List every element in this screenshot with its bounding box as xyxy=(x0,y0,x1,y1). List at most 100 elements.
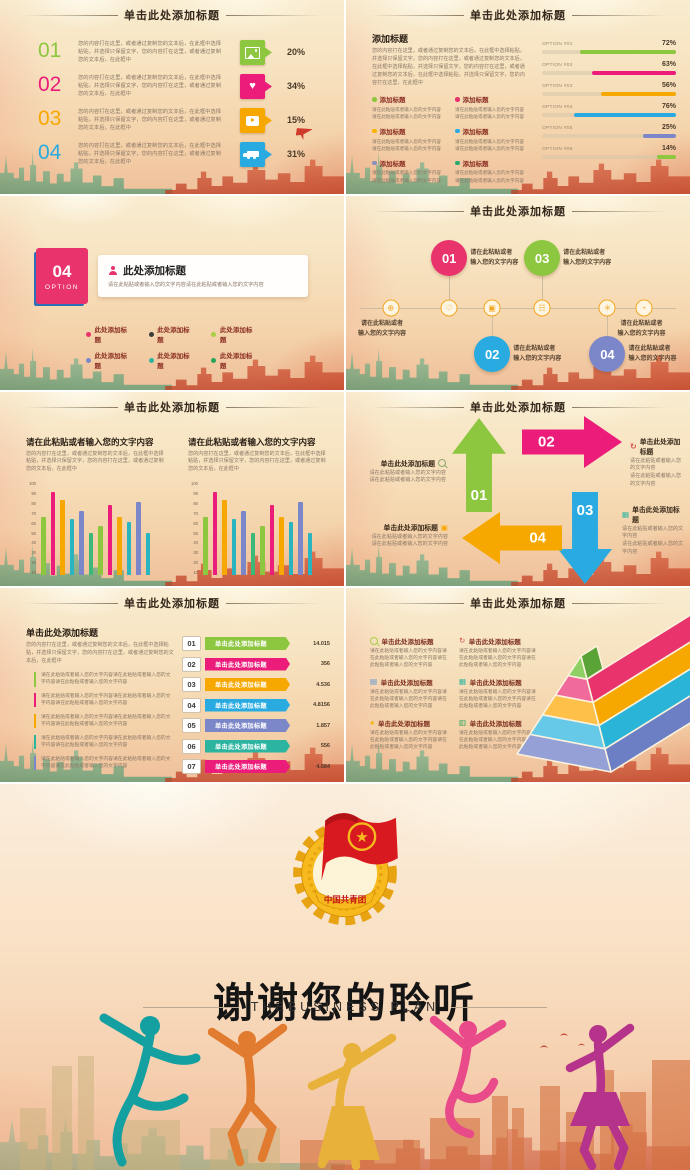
image-icon-tag xyxy=(240,40,272,65)
mini-label-grid: 此处添加标题 此处添加标题 此处添加标题 此处添加标题 此处添加标题 此处添加标… xyxy=(86,324,258,370)
up-arrow: 01 xyxy=(452,418,506,512)
progress-bars: OPTION #01 72% OPTION #02 63% OPTION #03 56… xyxy=(542,40,676,166)
slide-title: 单击此处添加标题 xyxy=(370,399,666,415)
slide-final[interactable]: ★ 中国共青团 谢谢您的聆听 THEBUSINESS PLAN xyxy=(0,784,690,1170)
truck-icon xyxy=(242,150,259,159)
arrow-caption: ▦ 单击此处添加标题 请在此粘贴或者输入您的文字内容 请在此粘贴或者输入您的文字内容 xyxy=(622,507,684,556)
progress-bar: OPTION #06 14% xyxy=(542,145,676,159)
timeline-text: 请在此粘贴或者 输入您的文字内容 xyxy=(358,321,407,337)
thank-you-title: 谢谢您的聆听 xyxy=(213,980,477,1027)
feature-item: ↻ 单击此处添加标题 请在此粘贴或者输入您的文字内容请在此粘贴或者输入您的文字内容请… xyxy=(459,636,536,668)
svg-text:中国共青团: 中国共青团 xyxy=(324,895,366,905)
slide-5[interactable]: 单击此处添加标题 请在此粘贴或者输入您的文字内容 您的内容打在这里，或者通过复制… xyxy=(0,392,344,586)
ribbon-row: 02 单击此处添加标题 356 xyxy=(182,656,330,672)
progress-bar: OPTION #01 72% xyxy=(542,40,676,54)
bullet-item: 添加标题 请在此粘贴或者输入您的文字内容请在此粘贴或者输入您的文字内容 xyxy=(372,97,441,120)
dancer-teal xyxy=(99,1013,201,1167)
ribbon-row: 06 单击此处添加标题 556 xyxy=(182,738,330,754)
bullet-dot-icon xyxy=(372,128,377,134)
emblem-banner xyxy=(314,889,376,910)
slide-title: 单击此处添加标题 xyxy=(370,7,666,23)
calendar-icon: ▦ xyxy=(622,509,630,519)
mini-label: 此处添加标题 xyxy=(211,350,258,370)
slide-3[interactable]: 04 OPTION 此处添加标题 请在此粘贴或者输入您的文字内容请在此粘贴或者输… xyxy=(0,196,344,390)
title-card: 此处添加标题 请在此粘贴或者输入您的文字内容请在此粘贴或者输入您的文字内容 xyxy=(98,254,308,298)
star-icon: ★ xyxy=(355,829,369,846)
arrow-caption: 单击此处添加标题 请在此粘贴或者输入您的文字内容 请在此粘贴或者输入您的文字内容 xyxy=(369,459,446,484)
dot-icon xyxy=(148,357,154,363)
progress-bar: OPTION #02 63% xyxy=(542,61,676,75)
bar-chart: 100 90 80 70 60 50 40 30 20 10 xyxy=(188,481,330,576)
ribbon-row: 03 单击此处添加标题 4.536 xyxy=(182,677,330,692)
slide-8[interactable]: 单击此处添加标题 单击此处添加标题 请在此粘贴或者输入您的文字内容请在此粘贴或者输… xyxy=(346,588,690,782)
section-heading: 添加标题 xyxy=(372,34,409,44)
slide-1[interactable]: 单击此处添加标题 01 您的内容打在这里，或者通过复制您的文本后，在此框中选择粘… xyxy=(0,0,344,194)
dancer-yellow xyxy=(307,1033,397,1170)
magnifier-icon xyxy=(438,459,446,467)
bullet-dot-icon xyxy=(455,128,460,134)
percentage-value: 15% xyxy=(287,115,306,125)
slide-title: 单击此处添加标题 xyxy=(24,399,320,415)
subtitle: THEBUSINESS PLAN xyxy=(0,1000,690,1014)
network-icon: ☷ xyxy=(533,299,551,317)
percentage-value: 20% xyxy=(287,47,306,57)
option-body: 您的内容打在这里，或者通过复制您的文本后，在此框中选择粘贴，并选择只保留文字，您… xyxy=(78,75,222,97)
mini-label: 此处添加标题 xyxy=(148,350,196,370)
calendar-icon: ▦ xyxy=(459,677,467,687)
image-icon xyxy=(245,46,260,59)
youth-league-emblem: ★ 中国共青团 xyxy=(293,813,398,926)
bullet-dot-icon xyxy=(455,160,460,166)
bullet-item: 添加标题 请在此粘贴或者输入您的文字内容请在此粘贴或者输入您的文字内容 xyxy=(455,97,524,120)
mini-label: 此处添加标题 xyxy=(211,324,258,344)
slide-title: 单击此处添加标题 xyxy=(370,595,666,611)
globe-icon: ⊕ xyxy=(382,299,400,317)
feature-item: ● 单击此处添加标题 请在此粘贴或者输入您的文字内容请在此粘贴或者输入您的文字内容请… xyxy=(370,718,447,750)
dot-icon xyxy=(86,357,91,363)
option-number: 02 xyxy=(38,73,62,96)
option-number: 01 xyxy=(38,39,62,62)
slide-4[interactable]: 单击此处添加标题 ⊕ ♡ ▣ ☷ ✳ ◔ 01 02 03 04 请在此粘贴或者… xyxy=(346,196,690,390)
note-item: 请在此粘贴或者输入您的文字内容请在此粘贴或者输入您的文字内容请在此粘贴或者输入您… xyxy=(34,672,174,687)
note-item: 请在此粘贴或者输入您的文字内容请在此粘贴或者输入您的文字内容请在此粘贴或者输入您… xyxy=(34,755,174,771)
list-item: 04 您的内容打在这里，或者通过复制您的文本后，在此框中选择粘贴，并选择只保留文… xyxy=(38,142,305,167)
progress-bar: OPTION #03 56% xyxy=(542,82,676,96)
ribbon-row: 01 单击此处添加标题 14.015 xyxy=(182,636,330,651)
feature-item: 单击此处添加标题 请在此粘贴或者输入您的文字内容请在此粘贴或者输入您的文字内容请在… xyxy=(370,637,447,668)
text-column: 添加标题 您的内容打在这里，或者通过复制您的文本后，在此框中选择粘贴，并选择只保… xyxy=(372,32,528,184)
photo-icon: ▣ xyxy=(483,299,501,317)
timeline-text: 请在此粘贴或者 输入您的文字内容 xyxy=(617,321,666,337)
list-item: 01 您的内容打在这里，或者通过复制您的文本后，在此框中选择粘贴，并选择只保留文… xyxy=(38,40,305,65)
timeline-text: 请在此粘贴或者 输入您的文字内容 xyxy=(470,250,519,266)
bullet-grid: 添加标题 请在此粘贴或者输入您的文字内容请在此粘贴或者输入您的文字内容 添加标题请… xyxy=(372,94,528,183)
slide-2[interactable]: 单击此处添加标题 添加标题 您的内容打在这里，或者通过复制您的文本后，在此框中选… xyxy=(346,0,690,194)
note-item: 请在此粘贴或者输入您的文字内容请在此粘贴或者输入您的文字内容请在此粘贴或者输入您… xyxy=(34,734,174,750)
progress-bar: OPTION #04 76% xyxy=(542,103,676,117)
person-icon xyxy=(108,265,118,275)
gear-icon: ✳ xyxy=(598,299,616,317)
timeline-text: 请在此粘贴或者 输入您的文字内容 xyxy=(628,346,677,362)
note-item: 请在此粘贴或者输入您的文字内容请在此粘贴或者输入您的文字内容请在此粘贴或者输入您… xyxy=(34,693,174,708)
dot-icon xyxy=(148,331,154,337)
chart-icon: ▥ xyxy=(459,718,467,728)
slide-6[interactable]: 单击此处添加标题 01 02 03 04 单击此处添加标题 请在此粘贴或者输入您… xyxy=(346,392,690,586)
down-arrow: 03 xyxy=(558,492,612,584)
y-axis: 100 90 80 70 60 50 40 30 20 10 xyxy=(29,481,36,576)
timeline-text: 请在此粘贴或者 输入您的文字内容 xyxy=(563,250,612,266)
heart-icon-tag: ♥ xyxy=(240,74,272,99)
dancer-magenta xyxy=(565,1023,635,1170)
left-arrow: 04 xyxy=(462,512,562,564)
arrow-caption: 单击此处添加标题 ▣ 请在此粘贴或者输入您的文字内容 请在此粘贴或者输入您的文字内容 xyxy=(371,522,448,548)
timeline-node: 02 xyxy=(474,336,511,372)
refresh-icon: ↻ xyxy=(459,636,466,646)
mini-label: 此处添加标题 xyxy=(148,324,196,344)
timeline-line xyxy=(359,308,677,309)
arrow-caption: ↻ 单击此处添加标题 请在此粘贴或者输入您的文字内容 请在此粘贴或者输入您的文字内容 xyxy=(630,439,681,488)
percentage-value: 31% xyxy=(287,149,306,159)
feature-item: ▤ 单击此处添加标题 请在此粘贴或者输入您的文字内容请在此粘贴或者输入您的文字内容请… xyxy=(370,677,447,709)
timeline-node: 04 xyxy=(589,336,626,372)
timeline-node: 01 xyxy=(431,240,468,276)
slide-7[interactable]: 单击此处添加标题 单击此处添加标题 您的内容打在这里，或者通过复制您的文本后，在… xyxy=(0,588,344,782)
y-axis: 100 90 80 70 60 50 40 30 20 10 xyxy=(191,481,198,576)
slide-title: 单击此处添加标题 xyxy=(24,7,320,23)
